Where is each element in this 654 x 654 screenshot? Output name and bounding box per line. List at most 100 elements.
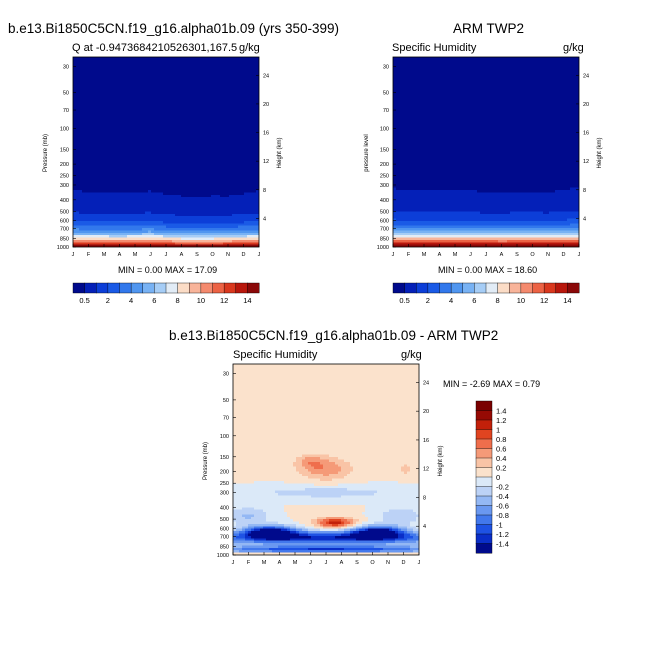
panel1-xtick-label: J — [165, 252, 168, 258]
panel1-max-value: 17.09 — [194, 265, 218, 275]
panel2-colorbar-box — [462, 282, 475, 294]
panel3-ytick-label: 1000 — [217, 553, 229, 559]
panel1-colorbar-label: 6 — [152, 296, 156, 305]
panel1-xtick-label: O — [210, 252, 215, 258]
panel1-xtick-label: M — [133, 252, 138, 258]
panel2-colorbar-label: 10 — [517, 296, 525, 305]
panel1-colorbar-box — [142, 282, 155, 294]
panel1-ytick-label: 300 — [60, 183, 69, 189]
panel3-field — [233, 364, 419, 555]
panel1-ytick-label: 850 — [60, 237, 69, 243]
panel3-max-value: 0.79 — [522, 379, 541, 389]
panel1-field — [73, 57, 259, 247]
panel3-ytick-label: 150 — [220, 455, 229, 461]
panel2-ytick-label: 600 — [380, 219, 389, 225]
panel3-colorbar-box — [475, 429, 493, 440]
panel2-ytick-label: 150 — [380, 147, 389, 153]
panel1-colorbar-label: 0.5 — [79, 296, 89, 305]
panel2-min-value: 0.00 — [464, 265, 483, 275]
panel2-xtick-label: J — [485, 252, 488, 258]
panel3-colorbar-label: 1.4 — [496, 407, 506, 416]
panel1-colorbar-box — [247, 282, 260, 294]
panel3-xtick-label: J — [325, 560, 328, 566]
panel1-stats: MIN = 0.00 MAX = 17.09 — [118, 265, 217, 275]
panel3-stats: MIN = -2.69 MAX = 0.79 — [443, 379, 540, 389]
panel1-ytick-right-label: 24 — [263, 73, 269, 79]
panel2-ytick-label: 1000 — [377, 245, 389, 251]
panel2-ytick-label: 700 — [380, 227, 389, 233]
panel2-xtick-label: A — [500, 252, 504, 258]
panel3-ytick-label: 50 — [223, 398, 229, 404]
panel3-ytick-label: 300 — [220, 491, 229, 497]
panel3-colorbar-box — [475, 533, 493, 545]
panel2-min-label: MIN = — [438, 265, 463, 275]
panel3-colorbar-box — [475, 495, 493, 507]
panel3-ytick-label: 700 — [220, 535, 229, 541]
panel3-title: b.e13.Bi1850C5CN.f19_g16.alpha01b.09 - A… — [169, 328, 499, 343]
panel2-colorbar-box — [392, 282, 406, 294]
panel2-ytick-right-label: 16 — [583, 131, 589, 137]
panel3-colorbar-label: 0.8 — [496, 435, 506, 444]
panel3-ytick-label: 100 — [220, 434, 229, 440]
panel2-xtick-label: J — [469, 252, 472, 258]
panel3-ytick-label: 200 — [220, 470, 229, 476]
panel2-subtitle-right: g/kg — [563, 42, 584, 54]
panel1-colorbar-label: 2 — [106, 296, 110, 305]
panel1-colorbar-box — [165, 282, 179, 294]
panel3-ytick-right-label: 4 — [423, 524, 426, 530]
panel2-xtick-label: M — [453, 252, 458, 258]
panel3-xtick-label: J — [232, 560, 235, 566]
panel1-xtick-label: F — [87, 252, 91, 258]
panel3-colorbar-label: -1 — [496, 521, 503, 530]
panel2-colorbar-box — [404, 282, 417, 294]
panel3-ytick-right-label: 20 — [423, 409, 429, 415]
panel1-xtick-label: M — [102, 252, 107, 258]
panel1-xtick-label: N — [226, 252, 230, 258]
panel3-ytick-label: 400 — [220, 506, 229, 512]
panel2-title: ARM TWP2 — [453, 21, 525, 36]
panel2-colorbar-label: 12 — [540, 296, 548, 305]
panel2-xtick-label: M — [422, 252, 427, 258]
panel1-ytick-label: 700 — [60, 227, 69, 233]
panel3-colorbar-label: 0.6 — [496, 445, 506, 454]
panel2-max-label: MAX = — [484, 265, 513, 275]
panel1-xtick-label: J — [258, 252, 261, 258]
panel2-ytick-right-label: 8 — [583, 188, 586, 194]
panel3-colorbar-box — [475, 467, 493, 478]
panel2-colorbar-box — [520, 282, 534, 294]
panel2-ytick-label: 70 — [383, 108, 389, 114]
panel2-colorbar-box — [450, 282, 464, 294]
panel1-colorbar-box — [235, 282, 248, 294]
panel2-xtick-label: N — [546, 252, 550, 258]
panel1-ytick-label: 30 — [63, 64, 69, 70]
panel1-title: b.e13.Bi1850C5CN.f19_g16.alpha01b.09 (yr… — [8, 21, 339, 36]
panel2-colorbar-box — [439, 282, 452, 294]
panel3-colorbar-box — [475, 486, 493, 497]
panel3-xtick-label: N — [386, 560, 390, 566]
panel2-colorbar-box — [543, 282, 557, 294]
panel2-colorbar-box — [427, 282, 441, 294]
panel2-ytick-label: 300 — [380, 183, 389, 189]
panel2-xtick-label: D — [562, 252, 566, 258]
panel3-ytick-label: 250 — [220, 481, 229, 487]
panel3-xtick-label: S — [355, 560, 359, 566]
panel1-ytick-right-label: 12 — [263, 159, 269, 165]
panel2-colorbar-box — [497, 282, 510, 294]
panel2-ytick-label: 850 — [380, 237, 389, 243]
panel3-colorbar-label: -1.2 — [496, 530, 509, 539]
panel3-colorbar-label: -0.2 — [496, 483, 509, 492]
panel3-ytick-label: 850 — [220, 545, 229, 551]
panel1-colorbar-box — [72, 282, 86, 294]
panel2-ytick-label: 200 — [380, 162, 389, 168]
panel1-colorbar-label: 10 — [197, 296, 205, 305]
panel2-ytick-right-label: 12 — [583, 159, 589, 165]
panel1-ytick-label: 400 — [60, 198, 69, 204]
panel2-ytick-label: 30 — [383, 64, 389, 70]
panel2-colorbar-label: 0.5 — [399, 296, 409, 305]
panel3-min-value: -2.69 — [469, 379, 491, 389]
panel1-colorbar-label: 14 — [243, 296, 251, 305]
panel3-xtick-label: M — [293, 560, 298, 566]
panel3-colorbar-label: -0.6 — [496, 502, 509, 511]
panel1-ytick-label: 500 — [60, 209, 69, 215]
panel3-colorbar-box — [475, 476, 493, 488]
